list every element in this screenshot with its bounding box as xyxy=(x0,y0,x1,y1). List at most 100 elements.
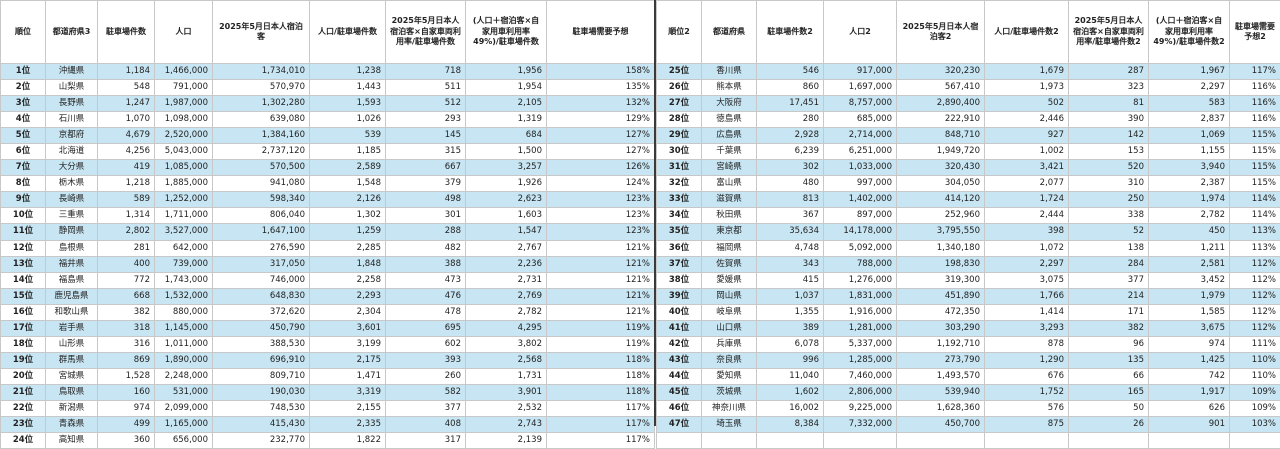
cell-parking-count[interactable]: 589 xyxy=(98,192,155,208)
cell-rank[interactable]: 39位 xyxy=(657,288,702,304)
cell-guest-per-parking[interactable]: 323 xyxy=(1069,80,1149,96)
cell-demand-index[interactable]: 2,623 xyxy=(466,192,547,208)
cell-rank[interactable]: 4位 xyxy=(1,112,46,128)
header-rank[interactable]: 順位 xyxy=(1,1,46,64)
cell-pop-per-parking[interactable]: 1,766 xyxy=(985,288,1069,304)
cell-guest-per-parking[interactable]: 153 xyxy=(1069,144,1149,160)
cell-rank[interactable]: 36位 xyxy=(657,240,702,256)
cell-demand-forecast[interactable]: 123% xyxy=(547,224,655,240)
cell-population[interactable]: 1,711,000 xyxy=(155,208,213,224)
cell-parking-count[interactable]: 860 xyxy=(757,80,824,96)
cell-demand-forecast[interactable]: 113% xyxy=(1230,240,1280,256)
cell-parking-count[interactable]: 17,451 xyxy=(757,96,824,112)
cell-guests[interactable]: 232,770 xyxy=(213,433,310,449)
cell-population[interactable]: 791,000 xyxy=(155,80,213,96)
cell-prefecture[interactable]: 福井県 xyxy=(46,256,98,272)
cell-demand-forecast[interactable]: 117% xyxy=(547,433,655,449)
cell-pop-per-parking[interactable]: 539 xyxy=(310,128,386,144)
cell-demand-index[interactable]: 2,782 xyxy=(466,304,547,320)
cell-guests[interactable]: 570,970 xyxy=(213,80,310,96)
cell-population[interactable]: 2,248,000 xyxy=(155,368,213,384)
cell-demand-index[interactable]: 4,295 xyxy=(466,320,547,336)
cell-demand-index[interactable]: 1,069 xyxy=(1149,128,1230,144)
cell-guest-per-parking[interactable]: 377 xyxy=(1069,272,1149,288)
cell-guest-per-parking[interactable]: 301 xyxy=(386,208,466,224)
cell-demand-index[interactable]: 450 xyxy=(1149,224,1230,240)
cell-demand-index[interactable]: 1,974 xyxy=(1149,192,1230,208)
cell-population[interactable]: 1,281,000 xyxy=(824,320,897,336)
cell-population[interactable]: 14,178,000 xyxy=(824,224,897,240)
cell-rank[interactable]: 42位 xyxy=(657,336,702,352)
empty-cell[interactable] xyxy=(985,433,1069,449)
cell-demand-index[interactable]: 2,743 xyxy=(466,417,547,433)
cell-population[interactable]: 2,806,000 xyxy=(824,384,897,400)
cell-guest-per-parking[interactable]: 476 xyxy=(386,288,466,304)
empty-cell[interactable] xyxy=(824,433,897,449)
cell-rank[interactable]: 17位 xyxy=(1,320,46,336)
cell-demand-index[interactable]: 2,837 xyxy=(1149,112,1230,128)
cell-guest-per-parking[interactable]: 165 xyxy=(1069,384,1149,400)
cell-demand-index[interactable]: 2,769 xyxy=(466,288,547,304)
cell-rank[interactable]: 1位 xyxy=(1,64,46,80)
cell-guests[interactable]: 450,790 xyxy=(213,320,310,336)
header-guest-per-parking[interactable]: 2025年5月日本人宿泊客×自家車両利用率/駐車場件数2 xyxy=(1069,1,1149,64)
cell-demand-forecast[interactable]: 112% xyxy=(1230,256,1280,272)
cell-prefecture[interactable]: 大分県 xyxy=(46,160,98,176)
cell-prefecture[interactable]: 福島県 xyxy=(46,272,98,288)
cell-pop-per-parking[interactable]: 398 xyxy=(985,224,1069,240)
cell-guests[interactable]: 2,890,400 xyxy=(897,96,985,112)
cell-guest-per-parking[interactable]: 145 xyxy=(386,128,466,144)
cell-parking-count[interactable]: 546 xyxy=(757,64,824,80)
cell-population[interactable]: 9,225,000 xyxy=(824,400,897,416)
cell-guest-per-parking[interactable]: 582 xyxy=(386,384,466,400)
cell-guest-per-parking[interactable]: 667 xyxy=(386,160,466,176)
cell-demand-forecast[interactable]: 123% xyxy=(547,192,655,208)
cell-pop-per-parking[interactable]: 1,724 xyxy=(985,192,1069,208)
cell-pop-per-parking[interactable]: 878 xyxy=(985,336,1069,352)
cell-guests[interactable]: 598,340 xyxy=(213,192,310,208)
cell-demand-index[interactable]: 1,500 xyxy=(466,144,547,160)
cell-parking-count[interactable]: 480 xyxy=(757,176,824,192)
cell-rank[interactable]: 7位 xyxy=(1,160,46,176)
cell-population[interactable]: 1,276,000 xyxy=(824,272,897,288)
cell-population[interactable]: 1,145,000 xyxy=(155,320,213,336)
cell-population[interactable]: 897,000 xyxy=(824,208,897,224)
cell-guest-per-parking[interactable]: 695 xyxy=(386,320,466,336)
cell-guest-per-parking[interactable]: 142 xyxy=(1069,128,1149,144)
cell-prefecture[interactable]: 鳥取県 xyxy=(46,384,98,400)
cell-demand-index[interactable]: 3,675 xyxy=(1149,320,1230,336)
cell-rank[interactable]: 24位 xyxy=(1,433,46,449)
cell-prefecture[interactable]: 神奈川県 xyxy=(702,400,757,416)
cell-rank[interactable]: 14位 xyxy=(1,272,46,288)
cell-population[interactable]: 8,757,000 xyxy=(824,96,897,112)
header-pop-per-parking[interactable]: 人口/駐車場件数 xyxy=(310,1,386,64)
cell-parking-count[interactable]: 1,184 xyxy=(98,64,155,80)
cell-demand-forecast[interactable]: 111% xyxy=(1230,336,1280,352)
cell-population[interactable]: 7,332,000 xyxy=(824,417,897,433)
cell-rank[interactable]: 13位 xyxy=(1,256,46,272)
cell-prefecture[interactable]: 島根県 xyxy=(46,240,98,256)
cell-guest-per-parking[interactable]: 81 xyxy=(1069,96,1149,112)
cell-guest-per-parking[interactable]: 284 xyxy=(1069,256,1149,272)
cell-guests[interactable]: 198,830 xyxy=(897,256,985,272)
cell-guest-per-parking[interactable]: 66 xyxy=(1069,368,1149,384)
cell-demand-forecast[interactable]: 110% xyxy=(1230,352,1280,368)
cell-guests[interactable]: 372,620 xyxy=(213,304,310,320)
cell-prefecture[interactable]: 山形県 xyxy=(46,336,98,352)
cell-prefecture[interactable]: 栃木県 xyxy=(46,176,98,192)
cell-demand-forecast[interactable]: 127% xyxy=(547,144,655,160)
cell-prefecture[interactable]: 東京都 xyxy=(702,224,757,240)
cell-prefecture[interactable]: 京都府 xyxy=(46,128,98,144)
cell-rank[interactable]: 20位 xyxy=(1,368,46,384)
cell-population[interactable]: 685,000 xyxy=(824,112,897,128)
cell-rank[interactable]: 40位 xyxy=(657,304,702,320)
cell-guests[interactable]: 1,647,100 xyxy=(213,224,310,240)
cell-parking-count[interactable]: 1,070 xyxy=(98,112,155,128)
cell-demand-forecast[interactable]: 103% xyxy=(1230,417,1280,433)
cell-population[interactable]: 5,092,000 xyxy=(824,240,897,256)
cell-guests[interactable]: 2,737,120 xyxy=(213,144,310,160)
cell-pop-per-parking[interactable]: 2,077 xyxy=(985,176,1069,192)
cell-population[interactable]: 1,532,000 xyxy=(155,288,213,304)
cell-population[interactable]: 531,000 xyxy=(155,384,213,400)
cell-parking-count[interactable]: 1,314 xyxy=(98,208,155,224)
